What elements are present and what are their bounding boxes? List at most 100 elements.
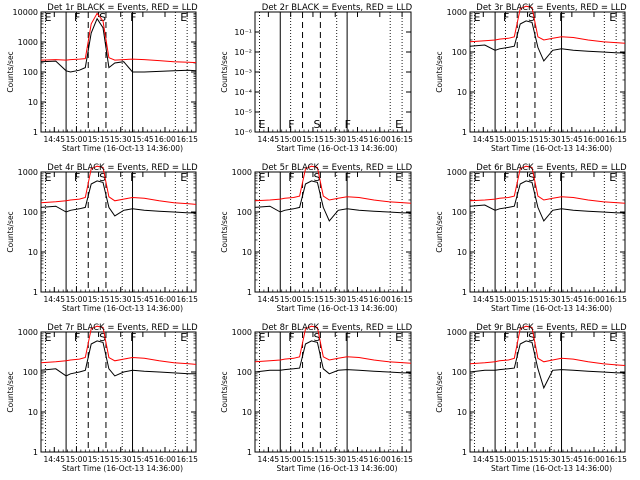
y-tick-label: 1: [462, 288, 467, 297]
panel-title: Det 9r BLACK = Events, RED = LLD: [476, 323, 627, 333]
series-events: [254, 180, 411, 222]
segment-label-e: E: [258, 331, 265, 344]
x-tick-label: 15:30: [539, 455, 561, 464]
series-lld: [40, 12, 197, 64]
x-tick-label: 15:15: [302, 135, 324, 144]
x-tick-label: 16:00: [154, 135, 176, 144]
y-tick-label: 100: [23, 368, 38, 377]
x-tick-label: 16:00: [154, 295, 176, 304]
y-tick-label: 10: [457, 408, 467, 417]
segment-label-e: E: [473, 331, 480, 344]
x-tick-label: 16:15: [605, 455, 627, 464]
segment-label-s: S: [313, 118, 320, 131]
series-events: [40, 340, 196, 377]
y-tick-label: 1000: [447, 328, 467, 337]
x-axis-label: Start Time (16-Oct-13 14:36:00): [62, 464, 183, 473]
x-tick-label: 15:00: [280, 455, 302, 464]
panel-title: Det 7r BLACK = Events, RED = LLD: [47, 323, 198, 333]
segment-label-s: S: [528, 171, 535, 184]
x-tick-label: 15:30: [324, 455, 346, 464]
segment-label-s: S: [528, 331, 535, 344]
segment-label-s: S: [313, 171, 320, 184]
segment-label-e: E: [180, 331, 187, 344]
x-axis-label: Start Time (16-Oct-13 14:36:00): [491, 144, 612, 153]
panel-det7: 1 10 100 1000 14:45 15:00 15:15 15:30 15:45 16:00…: [6, 323, 198, 473]
y-tick-label: 1: [33, 128, 38, 137]
y-tick-label: 1: [33, 448, 38, 457]
x-axis-label: Start Time (16-Oct-13 14:36:00): [276, 464, 397, 473]
segment-label-f: F: [559, 331, 565, 344]
panel-det5: 1 10 100 1000 14:45 15:00 15:15 15:30 15:45 16:00…: [220, 163, 413, 313]
segment-label-f: F: [345, 118, 351, 131]
segment-label-e: E: [609, 171, 616, 184]
x-tick-label: 14:45: [472, 295, 494, 304]
x-tick-label: 15:45: [561, 295, 583, 304]
x-axis-label: Start Time (16-Oct-13 14:36:00): [276, 304, 397, 313]
y-tick-label: 100: [237, 368, 252, 377]
series-lld: [469, 325, 626, 366]
segment-label-f: F: [503, 331, 509, 344]
segment-label-f: F: [559, 11, 565, 24]
y-tick-label: 1000: [232, 168, 252, 177]
y-tick-label: 1000: [18, 328, 38, 337]
x-tick-label: 15:00: [66, 295, 88, 304]
x-tick-label: 14:45: [258, 295, 280, 304]
x-tick-label: 15:15: [88, 455, 110, 464]
x-tick-label: 14:45: [258, 135, 280, 144]
segment-label-f: F: [345, 171, 351, 184]
y-tick-label: 1: [33, 288, 38, 297]
segment-label-e: E: [395, 171, 402, 184]
y-tick-label: 1: [462, 448, 467, 457]
segment-label-e: E: [180, 11, 187, 24]
y-tick-label: 1: [247, 448, 252, 457]
segment-label-s: S: [99, 11, 106, 24]
panel-det6: 1 10 100 1000 14:45 15:00 15:15 15:30 15:45 16:00…: [435, 163, 627, 313]
x-tick-label: 15:45: [561, 135, 583, 144]
panel-title: Det 1r BLACK = Events, RED = LLD: [47, 3, 198, 13]
panel-title: Det 8r BLACK = Events, RED = LLD: [262, 323, 413, 333]
y-tick-label: 10⁻⁴: [234, 88, 252, 97]
segment-label-f: F: [130, 331, 136, 344]
y-axis-label: Counts/sec: [6, 211, 15, 252]
segment-label-f: F: [345, 331, 351, 344]
panel-det8: 1 10 100 1000 14:45 15:00 15:15 15:30 15:45 16:00…: [220, 323, 413, 473]
x-tick-label: 16:00: [369, 135, 391, 144]
series-lld: [40, 165, 197, 205]
series-lld: [254, 165, 412, 204]
segment-label-f: F: [503, 171, 509, 184]
x-tick-label: 15:30: [110, 295, 132, 304]
plot-frame: [254, 331, 412, 453]
x-tick-label: 15:15: [517, 135, 539, 144]
panel-det3: 1 10 100 1000 14:45 15:00 15:15 15:30 15:45 16:00…: [435, 3, 627, 153]
panel-title: Det 3r BLACK = Events, RED = LLD: [476, 3, 627, 13]
x-tick-label: 15:30: [324, 135, 346, 144]
x-tick-label: 15:45: [561, 455, 583, 464]
x-tick-label: 16:00: [583, 295, 605, 304]
segment-label-f: F: [74, 11, 80, 24]
x-tick-label: 15:45: [347, 455, 369, 464]
x-tick-label: 16:15: [176, 455, 198, 464]
x-tick-label: 16:15: [391, 135, 413, 144]
segment-label-e: E: [395, 331, 402, 344]
x-tick-label: 16:15: [391, 295, 413, 304]
x-axis-label: Start Time (16-Oct-13 14:36:00): [62, 144, 183, 153]
y-tick-label: 10⁻³: [234, 68, 252, 77]
y-tick-label: 100: [237, 208, 252, 217]
y-tick-label: 100: [23, 208, 38, 217]
panel-title: Det 2r BLACK = Events, RED = LLD: [262, 3, 413, 13]
y-tick-label: 10⁻¹: [234, 28, 252, 37]
segment-label-s: S: [528, 11, 535, 24]
x-tick-label: 15:45: [132, 295, 154, 304]
x-tick-label: 15:30: [539, 295, 561, 304]
x-tick-label: 16:15: [176, 295, 198, 304]
x-tick-label: 14:45: [43, 135, 65, 144]
segment-label-e: E: [609, 331, 616, 344]
plot-frame: [40, 331, 197, 453]
y-axis-label: Counts/sec: [220, 371, 229, 412]
y-axis-label: Counts/sec: [435, 211, 444, 252]
x-tick-label: 16:00: [583, 135, 605, 144]
x-tick-label: 15:15: [517, 455, 539, 464]
y-tick-label: 100: [452, 208, 467, 217]
y-tick-label: 10: [242, 248, 252, 257]
segment-label-e: E: [44, 171, 51, 184]
